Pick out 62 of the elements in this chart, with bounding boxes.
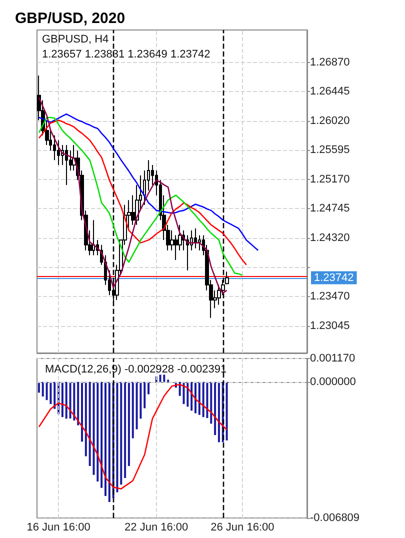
candlestick — [194, 228, 197, 249]
bar — [77, 382, 80, 426]
y-tick-label: 1.25595 — [310, 144, 350, 156]
bar — [148, 382, 150, 394]
bar — [190, 382, 193, 411]
annotation: 1.23657 1.23831 1.23649 1.23742 — [42, 48, 210, 60]
bar — [92, 382, 95, 475]
bar — [108, 382, 110, 502]
candlestick — [65, 144, 68, 186]
bar — [136, 382, 138, 430]
bar — [198, 382, 200, 415]
y-tick-label: 1.26870 — [310, 56, 350, 68]
y-tick-label: 1.25170 — [310, 173, 350, 186]
bar — [65, 382, 68, 419]
bar — [100, 382, 103, 488]
x-tick-label: 22 Jun 16:00 — [124, 522, 188, 534]
candlestick — [53, 134, 56, 161]
candlestick — [92, 220, 95, 256]
candlestick — [186, 234, 189, 271]
bar — [206, 382, 208, 418]
chart-title: GBP/USD, 2020 — [15, 10, 126, 27]
bar — [214, 382, 216, 436]
bar — [104, 382, 106, 496]
bar — [218, 382, 220, 442]
bar — [194, 382, 196, 414]
bar — [144, 382, 146, 408]
x-tick-label: 26 Jun 16:00 — [210, 522, 274, 534]
bar — [50, 382, 52, 404]
ref-line-label: 1.23742 — [314, 272, 354, 284]
bar — [54, 382, 56, 409]
bar — [159, 374, 162, 382]
y-tick-label: 1.23470 — [310, 290, 350, 303]
bar — [73, 382, 76, 420]
x-tick-label: 16 Jun 16:00 — [26, 522, 90, 534]
y-tick-label: 1.24745 — [310, 202, 350, 215]
y-tick-label: 1.26020 — [310, 114, 350, 127]
bar — [61, 382, 64, 418]
y-tick-label: 1.26445 — [310, 86, 350, 98]
bar — [46, 382, 48, 400]
bar — [84, 382, 87, 456]
bar — [96, 382, 99, 482]
bar — [124, 382, 126, 478]
line-series — [38, 384, 228, 490]
candlestick — [57, 140, 60, 166]
bar — [42, 382, 44, 396]
y-tick-label: 0.000000 — [310, 376, 356, 388]
y-tick-label: 1.23045 — [310, 320, 350, 332]
bar — [132, 382, 134, 438]
bar — [69, 382, 72, 418]
y-tick-label: 0.001170 — [310, 352, 356, 364]
y-tick-label: -0.006809 — [310, 512, 360, 524]
bar — [202, 382, 204, 418]
bar — [81, 382, 83, 442]
bar — [120, 382, 122, 485]
bar — [128, 382, 130, 466]
bar — [226, 382, 228, 440]
y-tick-label: 1.24320 — [310, 232, 350, 244]
bar — [163, 374, 166, 382]
line-series — [38, 113, 259, 252]
bar — [210, 382, 212, 424]
chart-subtitle: GBPUSD, H4 — [42, 34, 109, 46]
chart-title: MACD(12,26,9) -0.002928 -0.002391 — [45, 364, 227, 376]
